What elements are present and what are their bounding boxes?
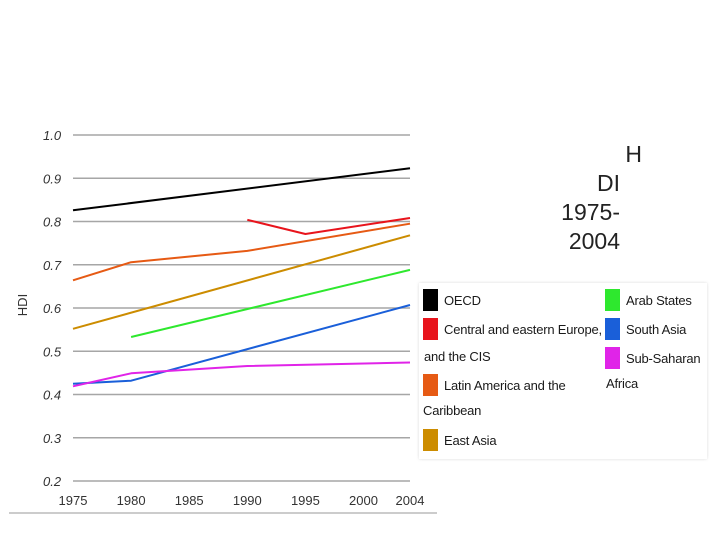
legend-swatch [605, 289, 620, 311]
legend-label: South Asia [626, 322, 687, 337]
series-line-east-asia [72, 234, 411, 330]
slide-title: H DI 1975- 2004 [510, 140, 642, 256]
x-tick-labels: 1975 1980 1985 1990 1995 2000 2004 [59, 493, 425, 508]
legend-swatch [605, 318, 620, 340]
y-tick-label: 0.5 [43, 344, 62, 359]
y-tick-label: 0.3 [43, 431, 62, 446]
y-tick-label: 0.4 [43, 388, 61, 403]
legend-label: Latin America and the [444, 378, 566, 393]
legend-swatch [423, 289, 438, 311]
y-tick-labels: 1.0 0.9 0.8 0.7 0.6 0.5 0.4 0.3 0.2 [43, 128, 62, 489]
series-line-sub-saharan-africa [72, 361, 411, 388]
y-tick-label: 0.9 [43, 171, 61, 186]
x-tick-label: 1975 [59, 493, 88, 508]
legend-label-continued: Africa [606, 376, 639, 391]
legend-label: East Asia [444, 433, 497, 448]
y-tick-label: 1.0 [43, 128, 62, 143]
chart-legend: OECD Central and eastern Europe, and the… [419, 283, 707, 459]
y-axis-label: HDI [15, 294, 30, 316]
legend-label-continued: and the CIS [424, 349, 491, 364]
title-line-4: 2004 [568, 228, 620, 254]
legend-label: OECD [444, 293, 481, 308]
y-tick-label: 0.8 [43, 215, 62, 230]
legend-swatch [423, 374, 438, 396]
legend-swatch [423, 429, 438, 451]
title-line-2: DI [597, 170, 620, 196]
legend-swatch [605, 347, 620, 369]
x-tick-label: 1985 [175, 493, 204, 508]
series-lines [72, 167, 411, 388]
y-tick-label: 0.6 [43, 301, 62, 316]
legend-label: Central and eastern Europe, [444, 322, 602, 337]
x-tick-label: 1995 [291, 493, 320, 508]
x-tick-label: 1980 [117, 493, 146, 508]
legend-label-continued: Caribbean [423, 403, 482, 418]
series-line-central-and-eastern-europe-and-the-cis [247, 217, 411, 235]
series-line-arab-states [130, 268, 411, 338]
legend-label: Sub-Saharan [626, 351, 701, 366]
x-tick-label: 1990 [233, 493, 262, 508]
series-line-oecd [72, 167, 411, 212]
x-tick-label: 2004 [396, 493, 425, 508]
legend-swatch [423, 318, 438, 340]
x-tick-label: 2000 [349, 493, 378, 508]
y-tick-label: 0.2 [43, 474, 62, 489]
series-line-latin-america-and-the-caribbean [72, 222, 411, 282]
y-tick-label: 0.7 [43, 258, 62, 273]
title-line-3: 1975- [561, 199, 620, 225]
title-line-1: H [625, 141, 642, 167]
legend-label: Arab States [626, 293, 692, 308]
